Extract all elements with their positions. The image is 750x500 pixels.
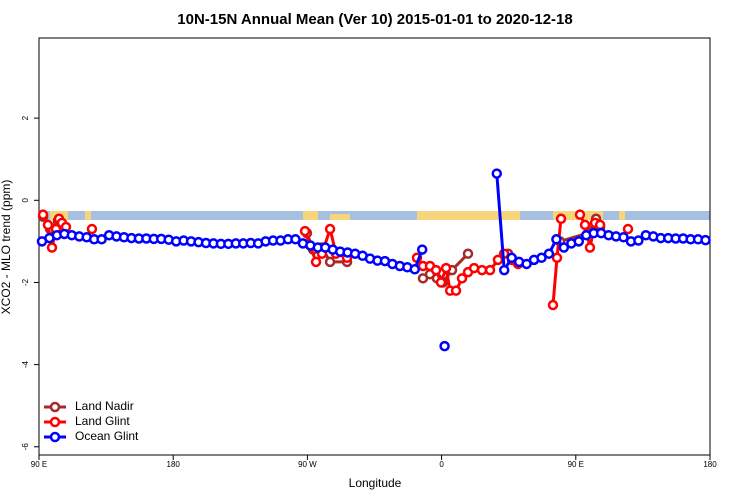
map-strip (39, 211, 710, 220)
x-tick-label: 180 (703, 460, 717, 469)
point (42, 219, 54, 231)
point (498, 264, 510, 276)
y-tick-label: -2 (21, 278, 30, 286)
point (435, 277, 447, 288)
ocean-strip (39, 211, 710, 220)
point (633, 235, 644, 246)
point (594, 219, 606, 231)
point (574, 209, 586, 220)
point (491, 168, 503, 179)
point (547, 299, 559, 311)
point (456, 273, 468, 284)
land-patch (303, 211, 318, 220)
y-tick-label: 2 (21, 115, 30, 120)
point (573, 236, 585, 247)
legend-marker (49, 431, 61, 443)
legend-label: Land Nadir (75, 399, 134, 413)
x-tick-label: 0 (439, 460, 444, 469)
point (46, 242, 58, 253)
point (324, 223, 336, 235)
point (618, 232, 629, 243)
legend-label: Land Glint (75, 414, 130, 428)
point (484, 264, 496, 276)
land-patch (85, 211, 91, 220)
point (409, 264, 421, 275)
point (584, 242, 596, 253)
point (290, 234, 301, 245)
point (430, 264, 442, 276)
point (416, 244, 428, 255)
point (440, 262, 452, 274)
legend-label: Ocean Glint (75, 429, 139, 443)
point (700, 234, 711, 246)
point (551, 234, 562, 245)
land-patch (619, 211, 625, 220)
point (462, 248, 474, 259)
point (476, 264, 488, 276)
legend-marker (49, 416, 61, 428)
point (299, 225, 311, 237)
point (543, 248, 555, 259)
y-tick-label: 0 (21, 198, 30, 203)
point (96, 234, 107, 245)
land-patch (330, 214, 350, 220)
point (450, 285, 462, 296)
point (622, 223, 634, 235)
land-patch (417, 211, 520, 220)
point (579, 219, 591, 231)
y-tick-label: -6 (21, 443, 30, 451)
plot-frame (38, 37, 711, 456)
chart-title: 10N-15N Annual Mean (Ver 10) 2015-01-01 … (177, 11, 572, 28)
x-tick-label: 90 W (298, 460, 317, 469)
point (86, 223, 98, 235)
x-tick-label: 90 E (31, 460, 47, 469)
x-axis-label: Longitude (349, 476, 402, 490)
legend-marker (49, 401, 61, 413)
point (324, 256, 336, 268)
point (37, 209, 49, 220)
point (506, 252, 517, 264)
x-tick-label: 180 (167, 460, 181, 469)
point (555, 213, 567, 225)
point (558, 242, 570, 253)
x-tick-label: 90 E (568, 460, 584, 469)
y-tick-label: -4 (21, 361, 30, 369)
point (439, 340, 450, 352)
point (310, 256, 322, 268)
y-axis-label: XCO2 - MLO trend (ppm) (0, 180, 13, 315)
point (551, 252, 563, 264)
point (536, 252, 547, 264)
point (521, 258, 532, 270)
